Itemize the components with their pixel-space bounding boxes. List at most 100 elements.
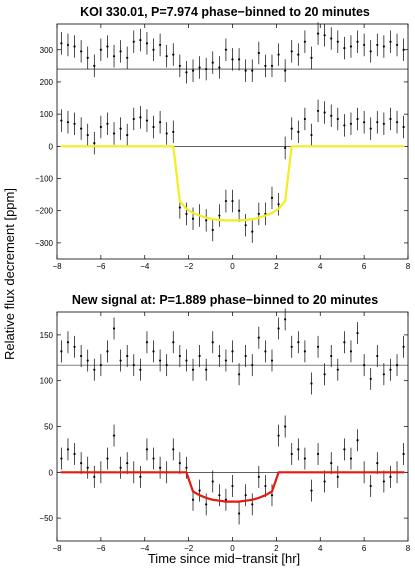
residual-point [356,331,359,335]
residual-point [152,48,155,51]
data-point [402,125,405,129]
residual-point [323,373,326,376]
data-point [218,214,221,217]
residual-point [363,43,366,47]
data-point [303,457,306,460]
data-point [389,117,392,121]
data-point [363,121,366,124]
y-tick-label: 100 [40,110,54,119]
data-point [152,457,155,460]
data-point [211,228,214,232]
data-point [323,111,326,114]
data-point [132,117,135,121]
data-point [165,132,168,135]
residual-point [257,336,260,339]
residual-point [218,66,221,69]
residual-point [93,64,96,67]
residual-point [99,48,102,51]
residual-point [330,37,333,40]
residual-point [284,69,287,72]
data-point [349,122,353,125]
data-point [297,130,300,133]
data-point [198,489,201,492]
data-point [172,130,175,133]
data-point [330,462,333,465]
data-point [178,462,181,465]
residual-point [198,354,201,358]
data-point [80,462,83,465]
residual-point [257,51,260,55]
data-point [356,439,359,442]
residual-point [191,69,195,72]
data-point [316,109,320,113]
x-tick-label: 2 [274,544,279,553]
residual-point [284,318,287,321]
data-point [349,457,353,460]
x-tick-label: −2 [184,262,194,271]
data-point [139,475,142,478]
residual-point [349,350,353,353]
residual-point [336,40,339,43]
residual-point [277,327,280,330]
residual-point [389,368,392,371]
data-point [382,480,385,483]
x-tick-label: 2 [274,262,279,271]
residual-point [231,58,234,61]
residual-point [126,354,129,358]
data-point [237,512,241,515]
residual-point [323,34,326,37]
residual-point [93,368,96,371]
data-point [290,127,293,130]
residual-point [270,64,274,67]
residual-point [264,350,267,353]
data-point [145,448,149,451]
residual-point [264,64,267,67]
data-point [106,122,109,125]
data-point [126,462,129,465]
y-tick-label: −300 [35,239,54,248]
data-point [139,116,142,119]
residual-point [389,40,392,43]
y-tick-label: −200 [35,207,54,216]
residual-point [376,354,379,358]
y-tick-label: 200 [40,78,54,87]
data-point [106,457,109,460]
model-curve [60,471,405,503]
residual-point [119,359,122,362]
residual-point [66,341,70,344]
y-tick-label: −50 [39,514,53,523]
data-point [211,480,214,483]
residual-point [369,377,372,380]
residual-point [290,50,293,53]
residual-point [382,45,385,48]
residual-point [66,43,70,47]
residual-point [159,359,162,362]
data-point [80,127,83,130]
data-point [310,489,313,492]
y-tick-label: −100 [35,175,54,184]
residual-point [231,350,234,353]
x-tick-label: 8 [406,544,411,553]
residual-point [297,53,300,56]
data-point [277,434,280,437]
residual-point [73,345,76,348]
data-point [395,121,399,124]
residual-point [205,67,208,71]
residual-point [316,345,320,348]
data-point [99,125,102,129]
residual-point [237,373,241,376]
residual-point [343,47,346,50]
data-point [402,452,405,456]
residual-point [132,40,135,43]
residual-point [395,364,399,367]
residual-point [198,66,201,69]
data-point [251,230,254,233]
data-point [290,452,293,456]
residual-point [402,345,405,348]
residual-point [330,354,333,358]
residual-point [277,53,280,56]
residual-point [145,341,149,344]
x-tick-label: 6 [362,544,367,553]
y-tick-label: 50 [44,423,53,432]
residual-point [178,354,181,358]
